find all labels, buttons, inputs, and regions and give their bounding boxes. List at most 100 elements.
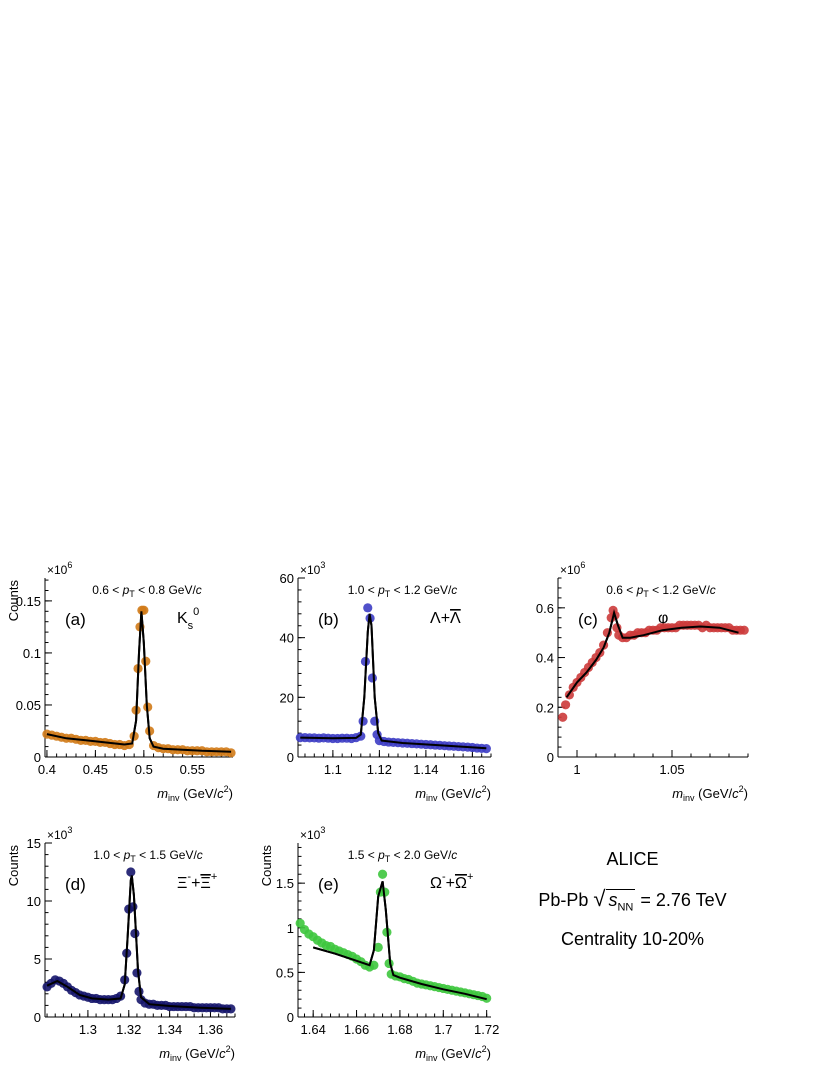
data-point (130, 928, 140, 939)
y-tick-label: 0.05 (16, 698, 41, 713)
y-axis-label: Counts (259, 845, 274, 887)
x-tick-label: 1.72 (474, 1022, 499, 1037)
x-tick-label: 1.1 (324, 762, 342, 777)
info-energy-variable: sNN (606, 889, 636, 914)
x-axis-label: minv (GeV/c2) (672, 784, 748, 803)
data-point (369, 960, 379, 970)
pt-range-label: 1.0 < pT < 1.5 GeV/c (93, 848, 203, 864)
x-tick-label: 1.12 (367, 762, 392, 777)
panel-d: 1.3 1.32 1.34 1.36 0 5 10 15 ×103 Counts minv (GeV… (6, 825, 236, 1063)
x-axis-label: minv (GeV/c2) (159, 1044, 235, 1063)
fit-curve-overlay (46, 611, 232, 753)
x-tick-label: 1.16 (460, 762, 485, 777)
exponent-label: ×103 (300, 825, 325, 842)
particle-label: Ξ-+Ξ+ (177, 871, 217, 892)
info-energy-value: = 2.76 TeV (640, 890, 727, 910)
data-point (356, 731, 366, 741)
fit-curve-overlay (312, 881, 487, 1001)
y-axis-label: Counts (6, 580, 21, 622)
x-tick-label: 1.32 (116, 1022, 141, 1037)
y-tick-label: 0 (547, 750, 554, 765)
data-point (739, 625, 749, 635)
y-tick-label: 0 (287, 1010, 294, 1025)
y-tick-label: 0 (34, 750, 41, 765)
particle-label: Λ+Λ (430, 610, 461, 627)
x-tick-label: 0.4 (38, 762, 56, 777)
x-tick-label: 1.14 (413, 762, 438, 777)
y-tick-label: 0.15 (16, 594, 41, 609)
y-tick-label: 0 (287, 750, 294, 765)
y-tick-label: 40 (280, 631, 294, 646)
y-tick-label: 20 (280, 690, 294, 705)
panel-e: 1.64 1.66 1.68 1.7 1.72 0 0.5 1 1.5 ×103 Counts min… (259, 825, 499, 1063)
panel-b: 1.1 1.12 1.14 1.16 0 20 40 60 ×103 minv (GeV/c2) 1… (280, 560, 492, 803)
data-point (132, 968, 142, 978)
x-tick-label: 1.05 (659, 762, 684, 777)
data-point (558, 712, 568, 722)
y-tick-label: 60 (280, 571, 294, 586)
x-tick-label: 1.64 (301, 1022, 326, 1037)
data-point (481, 744, 491, 754)
data-point (226, 1004, 236, 1014)
particle-label: Ks0 (177, 606, 199, 632)
panel-label: (e) (318, 875, 339, 894)
pt-range-label: 0.6 < pT < 1.2 GeV/c (606, 583, 716, 599)
fit-curve-overlay (46, 875, 231, 1010)
info-collision-system: Pb-Pb √ sNN = 2.76 TeV (510, 886, 755, 914)
x-tick-label: 1.68 (387, 1022, 412, 1037)
info-centrality: Centrality 10-20% (560, 929, 705, 949)
y-tick-label: 0.2 (536, 700, 554, 715)
data-point (363, 603, 373, 613)
y-tick-label: 5 (34, 952, 41, 967)
data-point (141, 656, 151, 666)
x-axis-label: minv (GeV/c2) (157, 784, 233, 803)
pt-range-label: 0.6 < pT < 0.8 GeV/c (92, 583, 202, 599)
fit-curve (312, 881, 487, 1001)
fit-curve-overlay (300, 613, 487, 750)
exponent-label: ×103 (300, 560, 325, 577)
data-point (367, 673, 378, 683)
y-tick-label: 10 (27, 894, 41, 909)
fit-curve (46, 611, 232, 753)
pt-range-label: 1.5 < pT < 2.0 GeV/c (348, 848, 458, 864)
fit-curve-overlay (565, 609, 739, 698)
exponent-label: ×103 (47, 825, 72, 842)
sqrt-sign-icon: √ (593, 886, 606, 911)
y-tick-label: 15 (27, 836, 41, 851)
x-axis-label: minv (GeV/c2) (415, 1044, 491, 1063)
exponent-label: ×106 (47, 560, 72, 577)
x-tick-label: 1 (573, 762, 580, 777)
panel-label: (a) (65, 610, 86, 629)
x-tick-label: 0.55 (180, 762, 205, 777)
x-tick-label: 0.5 (135, 762, 153, 777)
y-axis-label: Counts (6, 845, 21, 887)
panel-label: (d) (65, 875, 86, 894)
info-experiment: ALICE (606, 849, 659, 869)
particle-label: Ω-+Ω+ (430, 871, 473, 892)
particle-label: φ (658, 610, 668, 627)
data-point (561, 700, 571, 710)
y-tick-label: 1 (287, 921, 294, 936)
panel-a: 0.4 0.45 0.5 0.55 0 0.05 0.1 0.15 ×106 Counts minv… (6, 560, 236, 803)
pt-range-label: 1.0 < pT < 1.2 GeV/c (348, 583, 458, 599)
x-axis-label: minv (GeV/c2) (415, 784, 491, 803)
y-tick-label: 0.4 (536, 651, 554, 666)
data-point (358, 716, 368, 726)
x-tick-label: 0.45 (83, 762, 108, 777)
panel-label: (b) (318, 610, 339, 629)
data-point (373, 942, 383, 953)
x-tick-label: 1.3 (79, 1022, 97, 1037)
y-tick-label: 0.6 (536, 601, 554, 616)
info-system: Pb-Pb (538, 890, 589, 910)
data-point (377, 869, 388, 879)
x-tick-label: 1.7 (434, 1022, 452, 1037)
x-tick-label: 1.66 (344, 1022, 369, 1037)
y-tick-label: 1.5 (276, 876, 294, 891)
panel-label: (c) (578, 610, 598, 629)
x-tick-label: 1.36 (198, 1022, 223, 1037)
exponent-label: ×106 (560, 560, 585, 577)
data-point (126, 867, 136, 877)
panel-c: 1 1.05 0 0.2 0.4 0.6 ×106 minv (GeV/c2) 0.6 < pT… (536, 560, 749, 803)
x-tick-label: 1.34 (157, 1022, 182, 1037)
